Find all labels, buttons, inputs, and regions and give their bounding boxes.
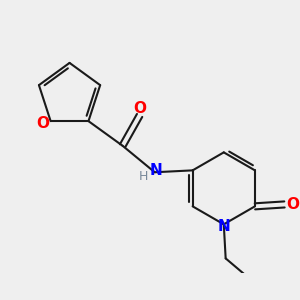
Text: O: O bbox=[133, 101, 146, 116]
Text: O: O bbox=[286, 197, 299, 212]
Text: N: N bbox=[150, 163, 163, 178]
Text: H: H bbox=[139, 170, 148, 183]
Text: N: N bbox=[218, 219, 230, 234]
Text: O: O bbox=[36, 116, 49, 130]
